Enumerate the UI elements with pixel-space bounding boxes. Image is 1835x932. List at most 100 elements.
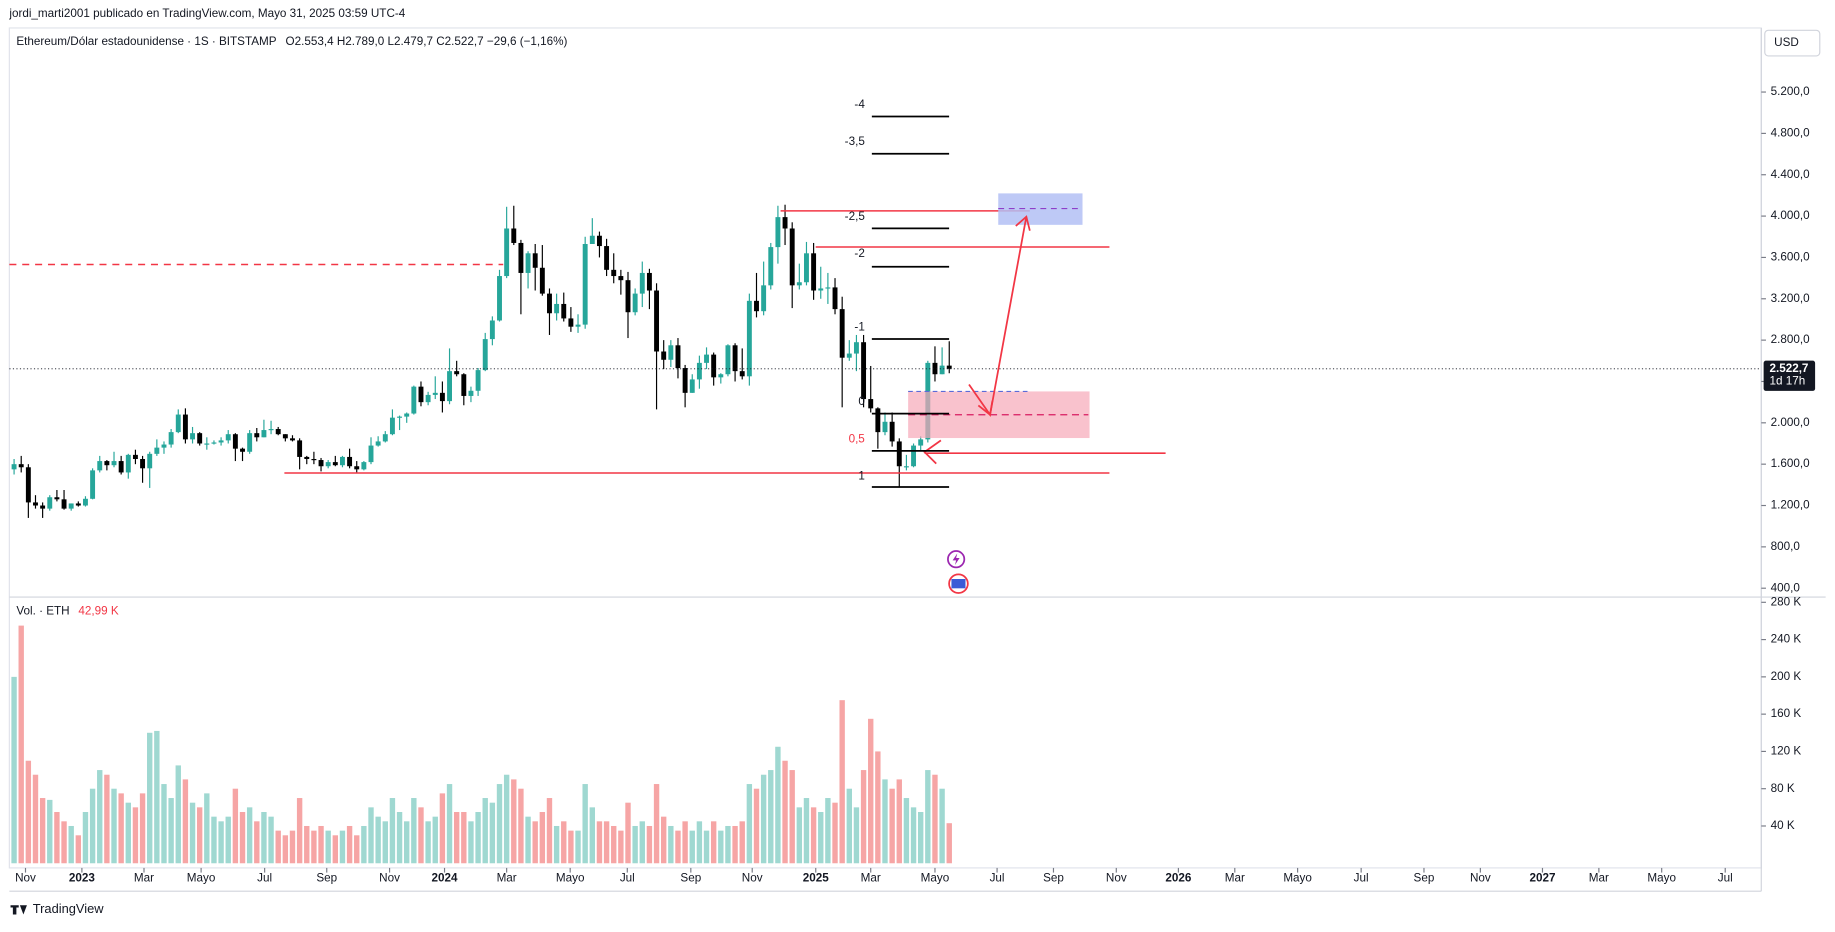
candle-body [582,243,588,325]
volume-bar [318,825,324,864]
candle-body [290,438,295,441]
candle-body [789,228,795,286]
volume-bar [646,825,653,864]
y-tick-label: 40 K [1771,819,1795,832]
volume-bar [889,788,895,864]
volume-bar [511,779,517,864]
volume-bar [675,830,681,864]
volume-bar [475,812,481,864]
candle-body [725,345,731,375]
candle-body [896,441,902,467]
candle-body [732,345,738,372]
candle-body [846,353,852,358]
candle-body [247,433,253,452]
candle-body [33,502,38,506]
candle-body [268,429,274,431]
candle-body [882,421,888,433]
candle-body [240,448,245,452]
arrowhead [977,400,994,417]
x-tick-label: 2026 [1165,872,1192,885]
volume-bar [682,821,688,864]
x-tick-label: Jul [1354,872,1369,885]
volume-last: 42,99 K [78,605,118,618]
candle-body [611,269,617,277]
candle-body [140,459,146,469]
candle-body [625,280,631,313]
y-tick-label: 160 K [1771,707,1802,720]
candle-body [161,444,167,448]
volume-bar [839,700,845,864]
candle-body [182,414,188,440]
volume-bar [596,821,603,864]
volume-bar [518,788,524,864]
candle-body [97,461,103,471]
volume-bar [418,807,424,864]
candle-body [275,429,281,435]
volume-bar [668,825,674,864]
ohlc-legend: O2.553,4 H2.789,0 L2.479,7 C2.522,7 −29,… [286,35,568,48]
volume-bar [710,821,717,864]
volume-bar [211,816,217,864]
volume-bar [853,807,860,864]
candle-body [489,320,495,340]
x-tick-label: Sep [1043,872,1064,885]
currency[interactable]: USD [1774,36,1799,49]
candle-body [646,272,652,291]
volume-bar [368,807,374,864]
volume-bar [925,770,931,864]
candle-body [568,318,574,327]
volume-bar [147,732,153,864]
volume-bar [482,798,488,864]
volume-bar [753,788,760,864]
x-tick-label: Sep [1414,872,1435,885]
candle-body [675,345,681,369]
candle-body [75,503,81,506]
volume-bar [760,774,767,864]
currency-box[interactable] [1764,29,1821,57]
candle-body [704,354,709,363]
volume-bar [696,821,703,864]
logo [10,905,27,915]
candle-body [254,433,260,438]
publisher: jordi_marti2001 publicado en TradingView… [8,7,405,20]
volume-bar [917,812,924,864]
x-tick-label: Mayo [556,872,585,885]
candle-body [332,462,338,466]
x-tick-label: Jul [1718,872,1733,885]
candle-body [946,365,952,369]
candle-body [689,379,695,393]
volume-bar [111,788,117,864]
x-tick-label: 2023 [69,872,96,885]
candle-body [389,417,395,435]
volume-bar [225,816,231,864]
candle-body [232,434,238,449]
volume-bar [382,821,388,864]
candle-body [118,461,124,473]
candle-body [604,246,610,270]
volume-bar [54,812,60,864]
volume-bar [182,779,189,864]
candle-body [439,392,445,402]
volume-bar [18,625,24,864]
candle-body [932,362,938,375]
candle-body [861,342,867,400]
volume-bar [375,816,381,864]
volume-bar [603,821,610,864]
x-tick-label: Mar [497,872,517,885]
volume-bar [346,825,353,864]
candle-body [132,454,138,460]
candle-body [739,371,745,377]
candle-body [83,498,88,506]
candle-body [475,370,481,391]
candle-body [339,456,345,466]
event-icon-glyph [952,553,960,566]
footer: TradingView [10,901,104,916]
countdown: 1d 17h [1769,375,1805,388]
candle-body [525,253,531,273]
volume-bar [161,784,167,864]
volume-bar [896,779,902,864]
candle-body [746,300,752,377]
volume-bar [175,765,181,864]
